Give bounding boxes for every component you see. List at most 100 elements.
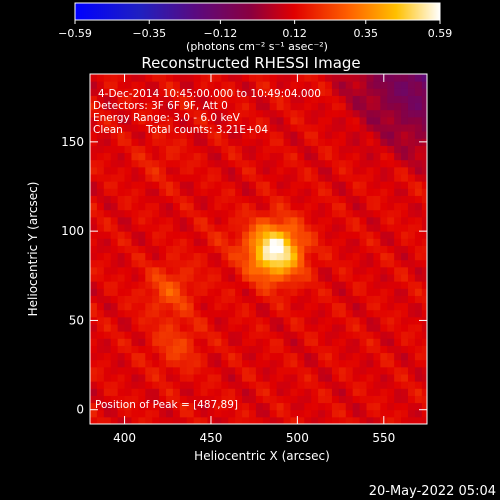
- x-tick-label: 400: [113, 431, 136, 445]
- heatmap-cell: [331, 238, 340, 246]
- heatmap-cell: [193, 295, 202, 304]
- heatmap-cell: [138, 324, 146, 332]
- heatmap-cell: [152, 402, 160, 411]
- heatmap-cell: [131, 374, 139, 382]
- heatmap-cell: [152, 174, 160, 182]
- heatmap-cell: [221, 338, 229, 346]
- heatmap-cell: [228, 152, 236, 161]
- heatmap-cell: [90, 174, 98, 182]
- heatmap-cell: [407, 202, 416, 211]
- heatmap-cell: [297, 95, 305, 104]
- heatmap-cell: [283, 224, 291, 232]
- heatmap-cell: [228, 402, 236, 411]
- heatmap-cell: [242, 395, 250, 404]
- heatmap-cell: [214, 274, 222, 282]
- heatmap-cell: [96, 159, 105, 168]
- heatmap-cell: [90, 366, 98, 375]
- heatmap-cell: [401, 209, 409, 218]
- heatmap-cell: [117, 116, 126, 125]
- heatmap-cell: [186, 116, 195, 125]
- heatmap-cell: [345, 338, 354, 346]
- heatmap-cell: [221, 359, 229, 368]
- heatmap-cell: [283, 274, 291, 282]
- heatmap-cell: [248, 252, 257, 261]
- heatmap-cell: [221, 352, 229, 361]
- heatmap-cell: [221, 95, 229, 104]
- heatmap-cell: [145, 124, 153, 132]
- heatmap-cell: [152, 302, 160, 311]
- heatmap-cell: [318, 181, 326, 189]
- heatmap-cell: [304, 381, 312, 389]
- heatmap-cell: [228, 416, 236, 424]
- heatmap-cell: [96, 138, 105, 146]
- heatmap-cell: [242, 309, 250, 318]
- heatmap-cell: [380, 309, 388, 318]
- heatmap-cell: [193, 231, 202, 239]
- heatmap-cell: [193, 274, 202, 282]
- heatmap-cell: [304, 209, 312, 218]
- heatmap-cell: [152, 381, 160, 389]
- heatmap-cell: [338, 202, 347, 211]
- heatmap-cell: [262, 366, 271, 375]
- heatmap-cell: [159, 81, 167, 89]
- heatmap-cell: [394, 131, 402, 139]
- heatmap-cell: [248, 366, 257, 375]
- heatmap-cell: [352, 359, 361, 368]
- heatmap-cell: [179, 95, 188, 104]
- heatmap-cell: [172, 131, 181, 139]
- heatmap-cell: [255, 388, 264, 396]
- heatmap-cell: [345, 374, 354, 382]
- heatmap-cell: [110, 388, 119, 396]
- heatmap-cell: [200, 152, 209, 161]
- heatmap-cell: [318, 202, 326, 211]
- heatmap-cell: [331, 209, 340, 218]
- heatmap-cell: [262, 166, 271, 175]
- heatmap-cell: [242, 195, 250, 204]
- heatmap-cell: [207, 274, 215, 282]
- heatmap-cell: [325, 352, 333, 361]
- heatmap-cell: [242, 324, 250, 332]
- heatmap-cell: [373, 274, 381, 282]
- heatmap-cell: [276, 395, 285, 404]
- heatmap-cell: [366, 181, 374, 189]
- heatmap-cell: [276, 145, 285, 154]
- heatmap-cell: [352, 238, 361, 246]
- heatmap-cell: [345, 95, 354, 104]
- heatmap-cell: [283, 245, 291, 254]
- heatmap-cell: [331, 295, 340, 304]
- heatmap-cell: [352, 416, 361, 424]
- heatmap-cell: [90, 331, 98, 339]
- heatmap-cell: [186, 245, 195, 254]
- heatmap-cell: [276, 381, 285, 389]
- heatmap-cell: [255, 152, 264, 161]
- heatmap-cell: [269, 252, 278, 261]
- heatmap-cell: [96, 202, 105, 211]
- heatmap-cell: [407, 159, 416, 168]
- heatmap-cell: [276, 366, 285, 375]
- heatmap-cell: [318, 109, 326, 118]
- heatmap-cell: [193, 209, 202, 218]
- heatmap-cell: [338, 252, 347, 261]
- heatmap-cell: [311, 95, 319, 104]
- heatmap-cell: [338, 416, 347, 424]
- heatmap-cell: [359, 366, 368, 375]
- heatmap-cell: [331, 266, 340, 275]
- timestamp: 20-May-2022 05:04: [369, 484, 496, 499]
- heatmap-cell: [352, 202, 361, 211]
- heatmap-cell: [242, 138, 250, 146]
- heatmap-cell: [235, 295, 243, 304]
- heatmap-cell: [338, 295, 347, 304]
- heatmap-cell: [331, 109, 340, 118]
- heatmap-cell: [207, 245, 215, 254]
- heatmap-cell: [103, 95, 112, 104]
- heatmap-cell: [421, 224, 427, 232]
- heatmap-cell: [401, 152, 409, 161]
- heatmap-cell: [221, 238, 229, 246]
- heatmap-cell: [394, 216, 402, 225]
- heatmap-cell: [297, 81, 305, 89]
- heatmap-cell: [269, 124, 278, 132]
- heatmap-cell: [297, 102, 305, 111]
- heatmap-cell: [283, 188, 291, 196]
- heatmap-cell: [96, 152, 105, 161]
- heatmap-cell: [387, 245, 395, 254]
